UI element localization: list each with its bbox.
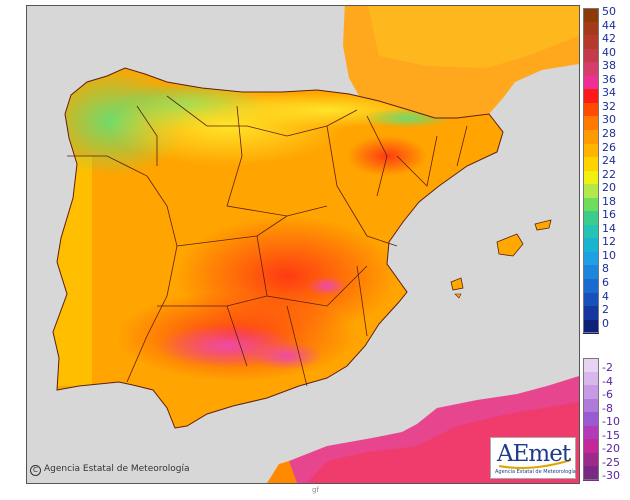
legend-label: -6 — [602, 388, 613, 402]
legend-swatch — [583, 238, 599, 253]
legend-label: 30 — [602, 113, 616, 127]
legend-swatch — [583, 62, 599, 77]
legend-swatch — [583, 211, 599, 226]
legend-swatch — [583, 143, 599, 158]
legend-label: 44 — [602, 18, 616, 32]
legend-swatch — [583, 452, 599, 467]
legend-swatch — [583, 89, 599, 104]
legend-swatch — [583, 184, 599, 199]
formentera — [454, 293, 462, 299]
legend-swatch — [583, 116, 599, 131]
legend-label: 16 — [602, 208, 616, 222]
copyright-icon: C — [30, 465, 41, 476]
legend-label: 2 — [602, 303, 609, 317]
map-canvas — [52, 6, 579, 483]
legend-label: 8 — [602, 262, 609, 276]
legend-label: 20 — [602, 181, 616, 195]
legend-swatch — [583, 224, 599, 239]
legend-label: 28 — [602, 126, 616, 140]
legend-label: 26 — [602, 140, 616, 154]
legend-swatch — [583, 371, 599, 386]
legend-label: -20 — [602, 442, 620, 456]
legend-swatch — [583, 157, 599, 172]
legend-swatch — [583, 358, 599, 373]
legend-label: 38 — [602, 59, 616, 73]
legend-swatch — [583, 102, 599, 117]
temperature-legend: 50 44 42 40 38 36 34 32 30 28 26 24 22 20 18 16 14 12 10 8 6… — [583, 5, 628, 488]
legend-label: -10 — [602, 415, 620, 429]
legend-swatch — [583, 306, 599, 321]
aemet-logo: AEmet Agencia Estatal de Meteorología — [490, 437, 576, 479]
legend-swatch — [583, 466, 599, 481]
legend-swatch — [583, 398, 599, 413]
legend-swatch — [583, 75, 599, 90]
legend-swatch — [583, 439, 599, 454]
legend-label: 42 — [602, 32, 616, 46]
legend-label: 50 — [602, 5, 616, 18]
legend-label: -25 — [602, 455, 620, 469]
mallorca — [496, 233, 524, 257]
legend-frame — [583, 8, 599, 334]
legend-label: 22 — [602, 167, 616, 181]
legend-swatch — [583, 425, 599, 440]
legend-label: 34 — [602, 86, 616, 100]
legend-swatch — [583, 21, 599, 36]
legend-label: -30 — [602, 469, 620, 483]
legend-swatch — [583, 412, 599, 427]
logo-wordmark: AEmet — [497, 441, 571, 467]
legend-swatch — [583, 129, 599, 145]
legend-swatch — [583, 251, 599, 267]
logo-subtitle: Agencia Estatal de Meteorología — [495, 469, 576, 475]
legend-label: -2 — [602, 361, 613, 374]
legend-swatch — [583, 35, 599, 50]
legend-swatch — [583, 292, 599, 307]
temperature-map — [26, 5, 580, 484]
legend-swatch — [583, 48, 599, 63]
legend-frame — [583, 358, 599, 480]
legend-label: 24 — [602, 154, 616, 168]
legend-swatch — [583, 279, 599, 294]
legend-label: 10 — [602, 248, 616, 262]
footer-mark: gf — [312, 486, 319, 494]
ibiza — [450, 277, 464, 291]
legend-label: -4 — [602, 374, 613, 388]
legend-label: 40 — [602, 45, 616, 59]
legend-label: -15 — [602, 428, 620, 442]
legend-swatch — [583, 319, 599, 334]
legend-swatch — [583, 8, 599, 23]
legend-swatch — [583, 385, 599, 400]
legend-label: 6 — [602, 276, 609, 289]
legend-label: -8 — [602, 401, 613, 415]
copyright-text: Agencia Estatal de Meteorología — [44, 464, 190, 474]
legend-label: 14 — [602, 221, 616, 235]
legend-label: 0 — [602, 316, 609, 330]
legend-swatch — [583, 170, 599, 185]
legend-label: 12 — [602, 235, 616, 249]
legend-label: 36 — [602, 72, 616, 86]
logo-swoosh — [498, 459, 572, 469]
region-borders — [67, 95, 468, 387]
legend-label: 18 — [602, 194, 616, 208]
legend-swatch — [583, 265, 599, 280]
legend-label: 4 — [602, 289, 609, 303]
legend-swatch — [583, 197, 599, 212]
menorca — [534, 219, 552, 231]
legend-label: 32 — [602, 99, 616, 113]
copyright-notice: C Agencia Estatal de Meteorología — [30, 464, 190, 476]
